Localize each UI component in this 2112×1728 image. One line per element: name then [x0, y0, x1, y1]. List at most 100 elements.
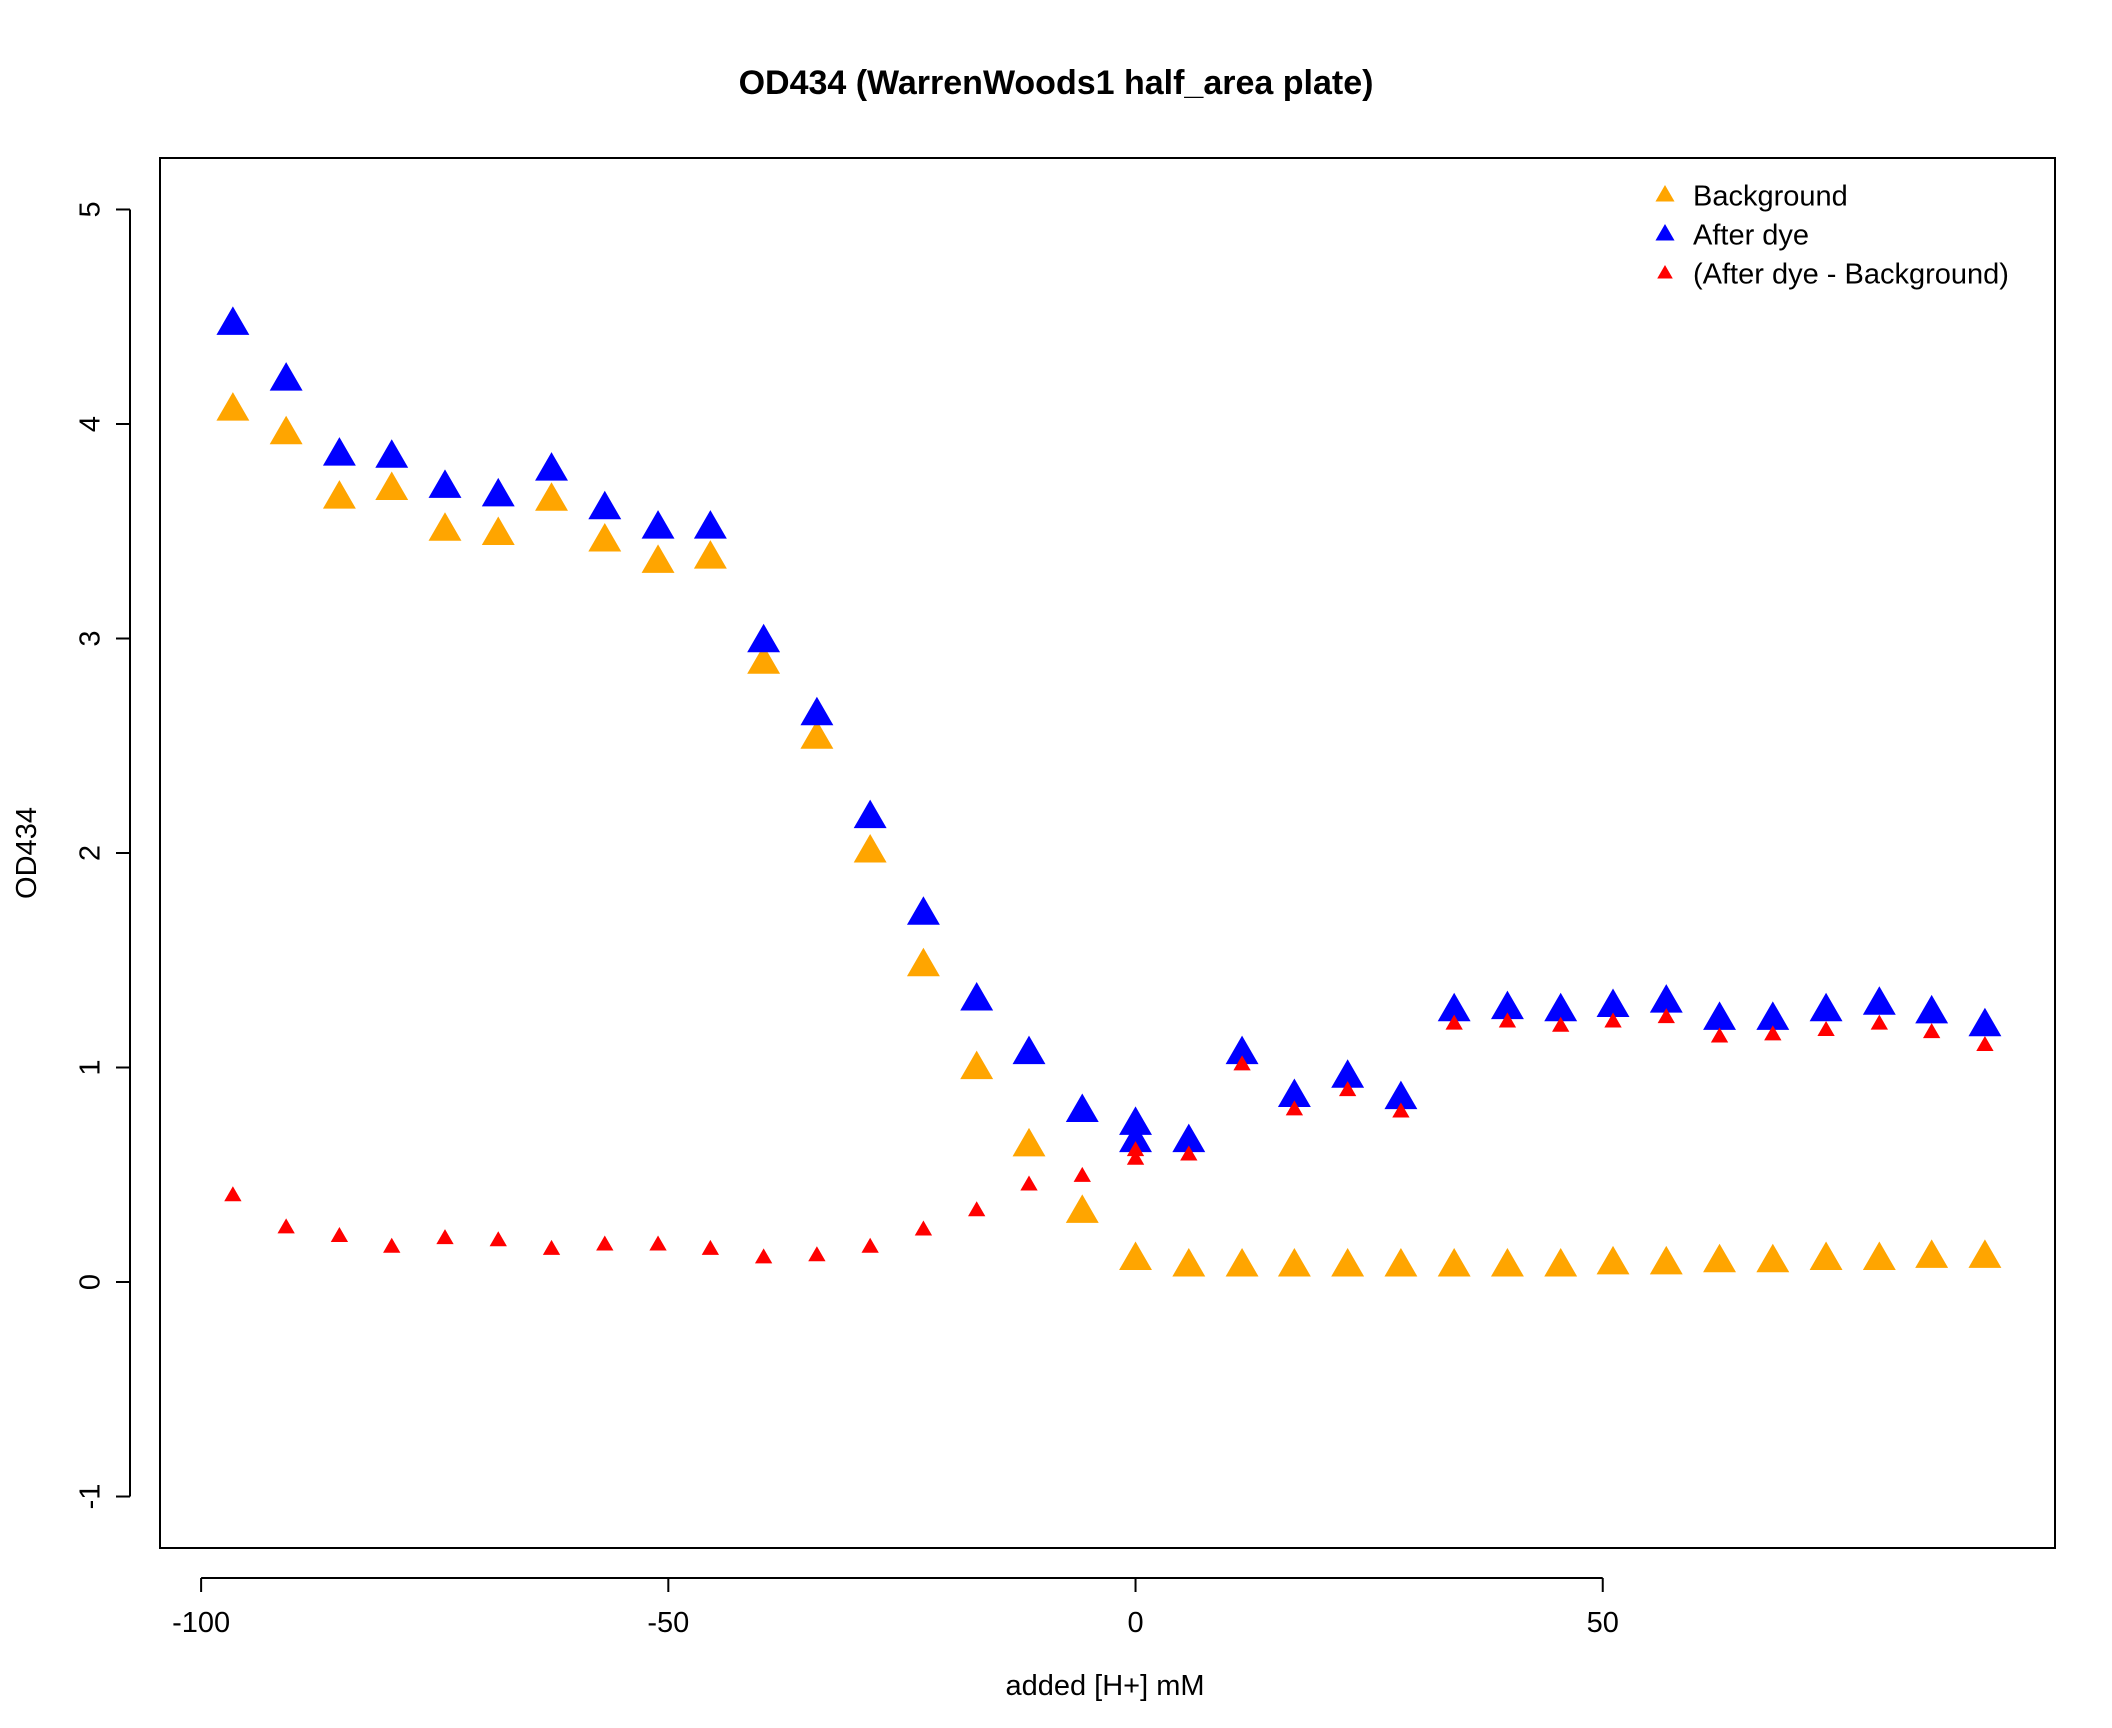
series-1	[216, 306, 2002, 1153]
data-point	[1172, 1123, 1206, 1153]
data-point	[1285, 1100, 1304, 1116]
data-point	[1604, 1012, 1622, 1028]
data-point	[216, 392, 250, 421]
data-point	[1437, 992, 1471, 1022]
data-point	[1703, 1243, 1736, 1273]
data-point	[1915, 1239, 1949, 1268]
legend-label: (After dye - Background)	[1693, 259, 2009, 291]
data-point	[1649, 984, 1683, 1013]
data-point	[588, 522, 622, 552]
data-point	[1862, 986, 1896, 1015]
data-point	[1225, 1035, 1259, 1065]
data-point	[968, 1201, 986, 1217]
data-point	[1490, 990, 1524, 1020]
data-point	[1968, 1007, 2002, 1037]
data-point	[1331, 1247, 1365, 1277]
data-point	[481, 477, 515, 507]
y-axis: -1 0 1 2 3 4 5	[75, 201, 131, 1510]
data-point	[1277, 1247, 1311, 1277]
data-point	[800, 696, 834, 726]
legend: Background After dye (After dye - Backgrou…	[1655, 181, 2009, 291]
x-tick-label: 0	[1127, 1607, 1143, 1639]
data-point	[1870, 1014, 1888, 1030]
data-point	[960, 1050, 994, 1080]
data-point	[754, 1248, 773, 1264]
data-point	[1020, 1175, 1038, 1191]
data-point	[428, 512, 462, 541]
data-point	[853, 834, 887, 863]
data-point	[1596, 1245, 1630, 1275]
y-tick-label: 5	[75, 201, 107, 217]
data-point	[1384, 1247, 1418, 1277]
data-point	[701, 1239, 720, 1255]
y-tick-label: 4	[75, 416, 107, 432]
data-point	[375, 471, 409, 500]
data-point	[1437, 1247, 1471, 1277]
data-point	[1764, 1025, 1782, 1041]
data-point	[1922, 1023, 1941, 1039]
data-point	[649, 1235, 667, 1251]
plot-frame	[159, 157, 2056, 1549]
data-point	[906, 896, 940, 925]
data-point	[1649, 1245, 1683, 1275]
data-point	[269, 362, 303, 391]
data-point	[596, 1235, 614, 1251]
data-point	[375, 439, 409, 468]
data-point	[1225, 1247, 1259, 1277]
data-point	[1756, 1243, 1790, 1273]
y-tick-label: 3	[75, 630, 107, 646]
data-point	[1331, 1059, 1365, 1088]
series-0	[216, 392, 2002, 1277]
data-point	[747, 623, 781, 653]
x-axis: -100 -50 0 50	[172, 1577, 1619, 1639]
data-point	[1968, 1239, 2002, 1268]
data-point	[1277, 1078, 1311, 1108]
data-points	[216, 306, 2002, 1277]
legend-marker	[1655, 185, 1675, 202]
data-point	[588, 490, 622, 520]
data-point	[1073, 1166, 1091, 1182]
chart-title: OD434 (WarrenWoods1 half_area plate)	[739, 64, 1374, 102]
data-point	[1817, 1021, 1835, 1037]
data-point	[1119, 1241, 1152, 1271]
data-point	[277, 1218, 295, 1234]
data-point	[1809, 992, 1843, 1022]
data-point	[1126, 1149, 1145, 1165]
data-point	[1384, 1080, 1418, 1110]
data-point	[436, 1229, 454, 1245]
data-point	[1544, 992, 1578, 1022]
data-point	[269, 415, 303, 445]
data-point	[535, 482, 568, 511]
data-point	[1392, 1102, 1410, 1118]
data-point	[914, 1220, 933, 1236]
x-axis-label: added [H+] mM	[1005, 1670, 1204, 1702]
data-point	[1012, 1127, 1046, 1157]
legend-label: Background	[1693, 181, 1848, 213]
data-point	[1012, 1035, 1046, 1065]
data-point	[1180, 1145, 1198, 1161]
x-tick-label: 50	[1587, 1607, 1619, 1639]
data-point	[693, 540, 727, 569]
y-tick-label: 0	[75, 1274, 107, 1290]
data-point	[1119, 1106, 1152, 1135]
data-point	[1552, 1016, 1570, 1032]
series-2	[224, 1008, 1994, 1264]
data-point	[224, 1186, 242, 1202]
legend-marker	[1657, 265, 1673, 279]
y-tick-label: -1	[75, 1484, 107, 1510]
data-point	[1710, 1027, 1729, 1043]
x-tick-label: -50	[647, 1607, 689, 1639]
y-axis-label: OD434	[11, 807, 43, 899]
data-point	[906, 947, 940, 977]
data-point	[861, 1237, 879, 1253]
data-point	[1544, 1247, 1578, 1277]
data-point	[693, 510, 727, 539]
y-tick-label: 2	[75, 845, 107, 861]
data-point	[1862, 1241, 1896, 1271]
data-point	[1703, 1001, 1736, 1030]
data-point	[1756, 1001, 1790, 1030]
data-point	[1338, 1081, 1357, 1097]
legend-label: After dye	[1693, 220, 1809, 252]
data-point	[535, 452, 568, 481]
